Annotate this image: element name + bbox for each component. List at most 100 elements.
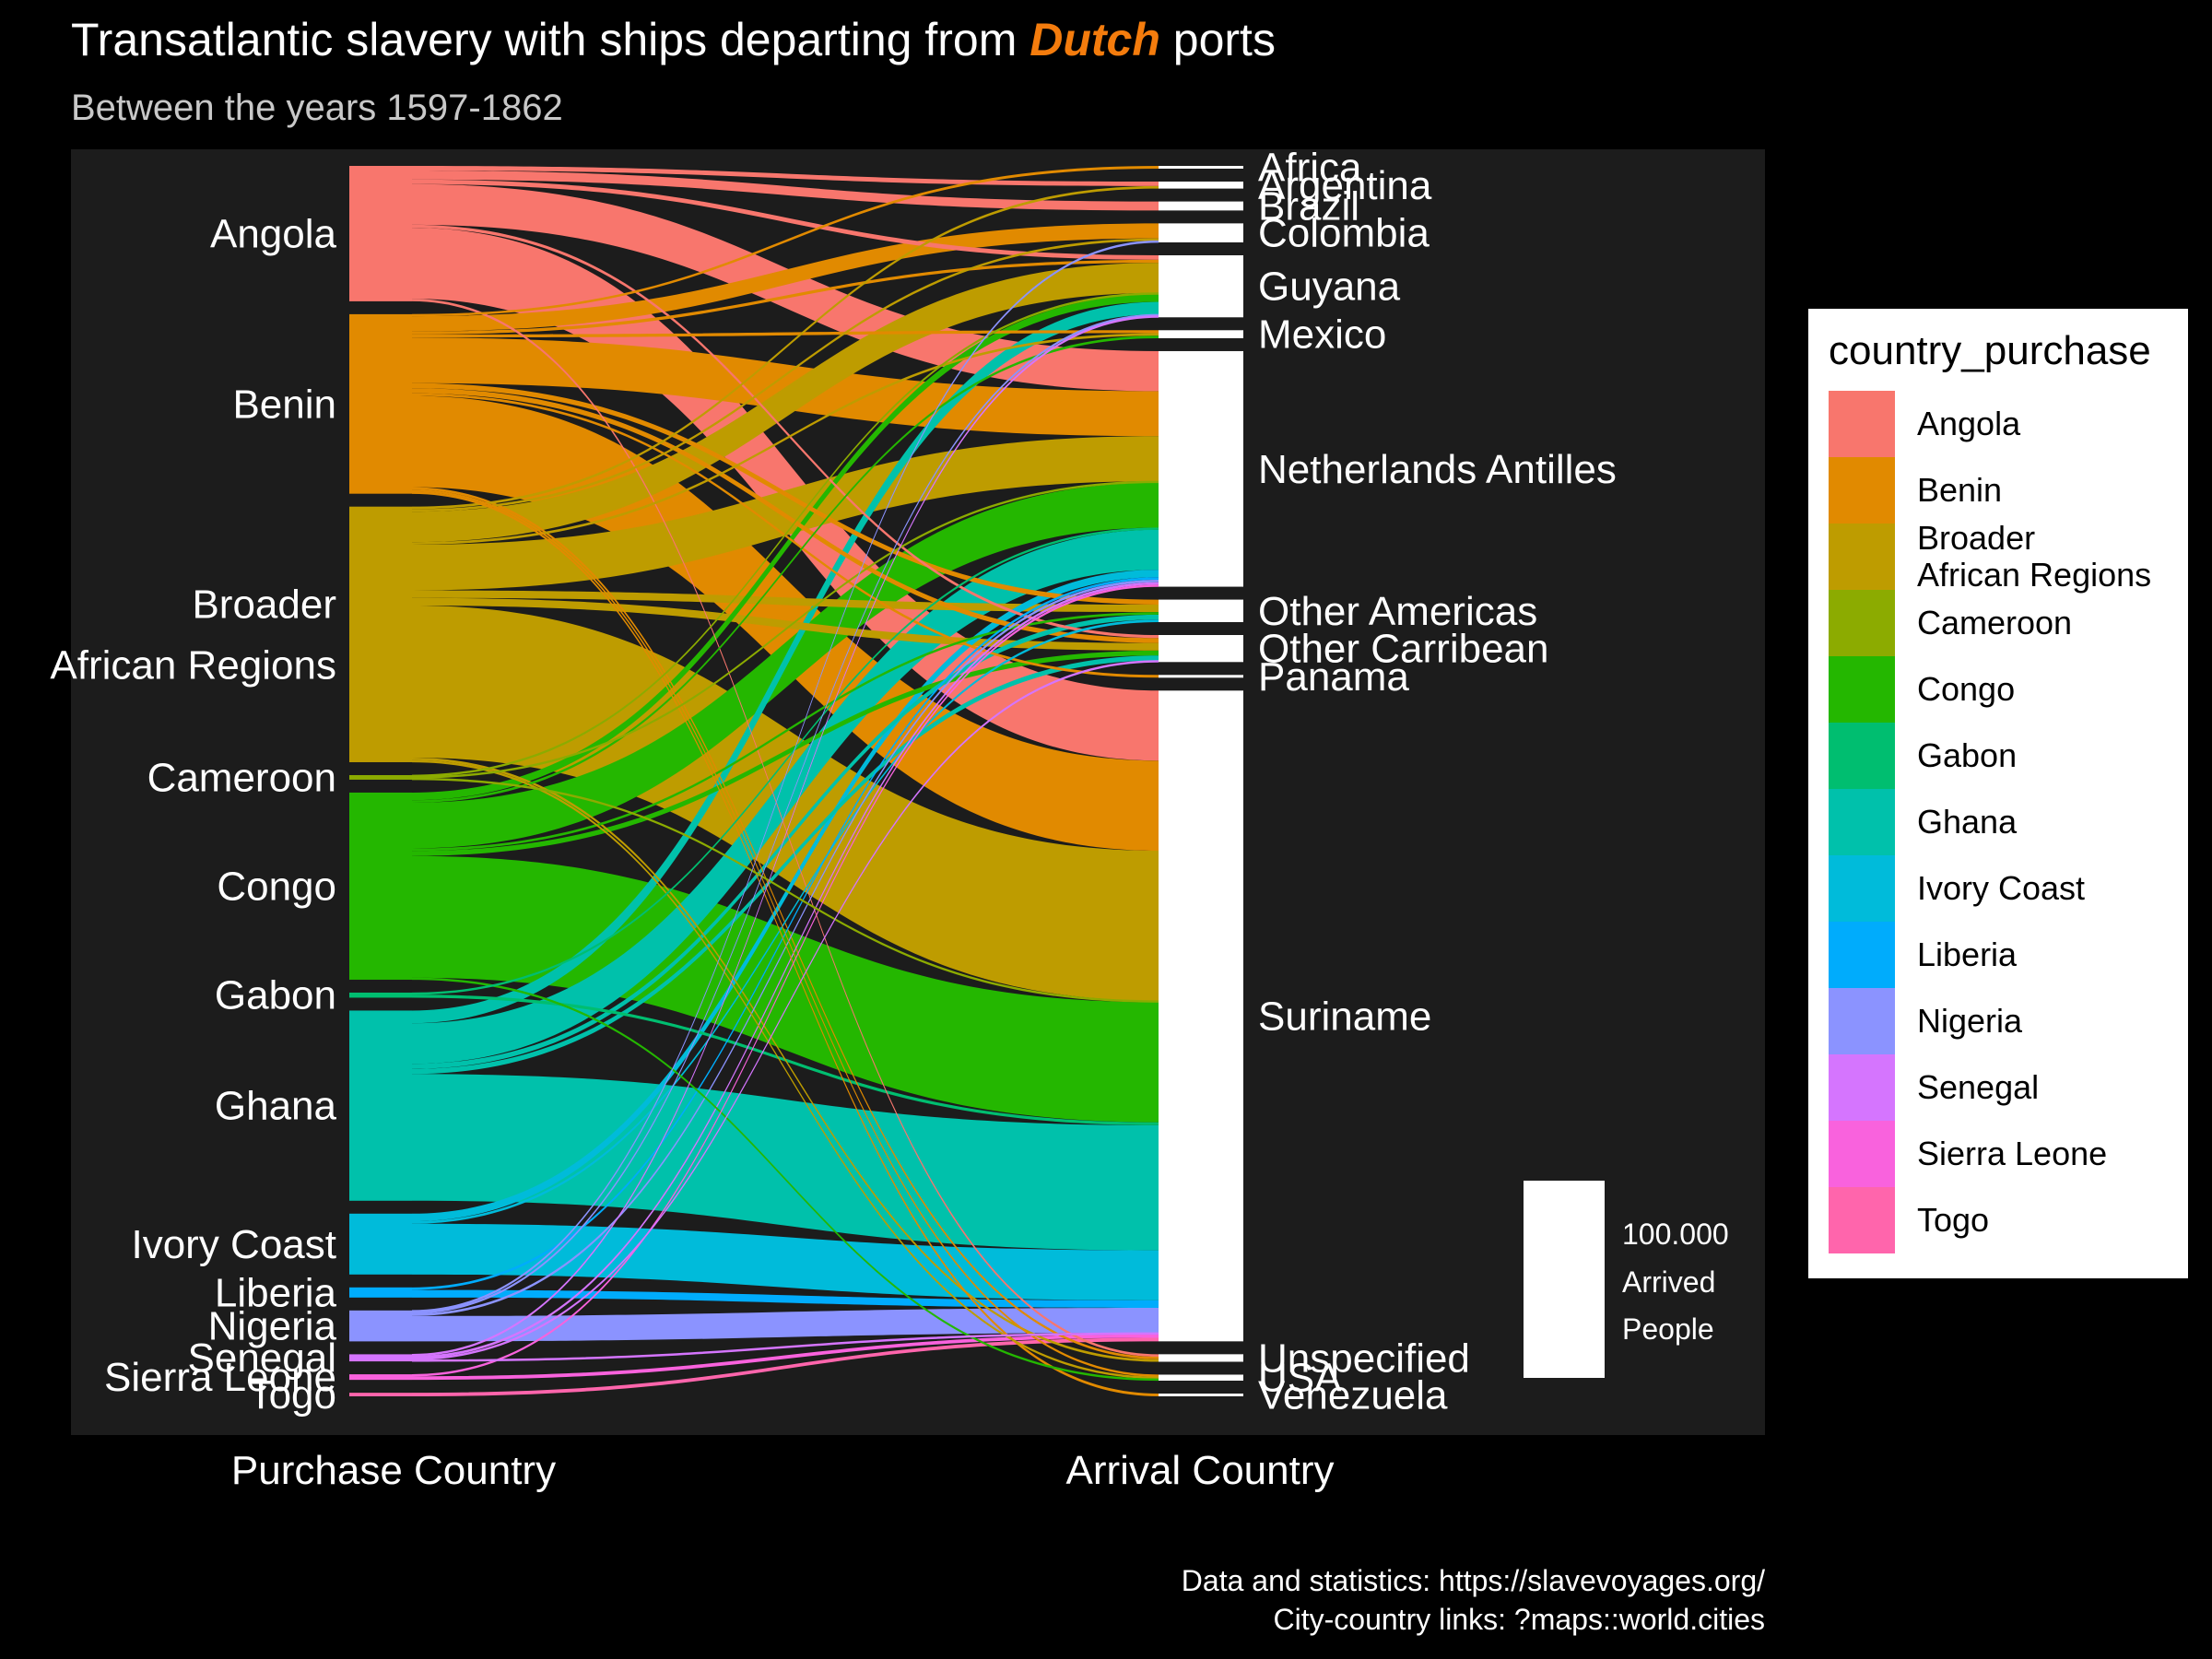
legend-label-line: Gabon [1917, 736, 2017, 774]
purchase-node-liberia [349, 1287, 412, 1298]
purchase-node-broader-african-regions [349, 506, 412, 762]
purchase-label-angola: Angola [210, 211, 337, 256]
legend-label-line: Ghana [1917, 803, 2018, 841]
legend-label-line: Togo [1917, 1201, 1989, 1239]
flow-benin-to-venezuela [412, 491, 1159, 1396]
legend-label-benin: Benin [1917, 471, 2002, 509]
arrival-label-other-americas: Other Americas [1258, 589, 1537, 634]
arrival-label-netherlands-antilles: Netherlands Antilles [1258, 447, 1617, 492]
flows-layer [412, 166, 1159, 1396]
purchase-label-line: Sierra Leone [104, 1355, 336, 1400]
labels-layer: Angola Benin Broader African Regions Cameroo… [50, 146, 1617, 1418]
arrival-node-mexico [1159, 330, 1243, 338]
flow-togo-to-suriname [412, 1337, 1159, 1396]
arrival-node-argentina [1159, 182, 1243, 189]
arrival-node-other-americas [1159, 599, 1243, 622]
purchase-label-line: Gabon [215, 973, 336, 1018]
nodes-layer [349, 166, 1243, 1396]
purchase-label-line: African Regions [50, 642, 336, 688]
arrival-label-other-carribean: Other Carribean [1258, 627, 1548, 672]
legend-label-cameroon: Cameroon [1917, 604, 2072, 641]
purchase-label-broader-african-regions: Broader African Regions [50, 582, 336, 688]
chart-title: Transatlantic slavery with ships departi… [71, 14, 1276, 65]
purchase-node-ghana [349, 1010, 412, 1201]
title-prefix: Transatlantic slavery with ships departi… [71, 14, 1030, 65]
flow-benin-to-guyana [412, 259, 1159, 335]
arrival-label-africa: Africa [1258, 146, 1362, 191]
legend-swatch-congo [1829, 656, 1895, 723]
flow-benin-to-mexico [412, 330, 1159, 338]
flow-liberia-to-suriname [412, 1289, 1159, 1308]
flow-congo-to-mexico [412, 335, 1159, 803]
x-axis-label-purchase: Purchase Country [231, 1448, 556, 1493]
purchase-node-ivory-coast [349, 1213, 412, 1275]
arrival-node-brazil [1159, 201, 1243, 211]
flow-ghana-to-guyana [412, 301, 1159, 1024]
flow-angola-to-argentina [412, 166, 1159, 186]
purchase-node-senegal [349, 1354, 412, 1362]
arrival-label-mexico: Mexico [1258, 312, 1386, 358]
flow-nigeria-to-guyana [412, 313, 1159, 1314]
purchase-label-line: Cameroon [147, 755, 336, 800]
legend-label-broader-african-regions: Broader African Regions [1917, 519, 2151, 594]
arrival-node-panama [1159, 675, 1243, 678]
legend-label-line: Sierra Leone [1917, 1135, 2107, 1172]
arrival-label-colombia: Colombia [1258, 211, 1430, 256]
arrival-label-panama: Panama [1258, 654, 1409, 700]
flow-benin-to-netherlands-antilles [412, 337, 1159, 437]
legend-swatch-ivory-coast [1829, 855, 1895, 922]
flow-broader-african-regions-to-other-carribean [412, 597, 1159, 651]
color-legend: country_purchase Angola Benin Broader Afric… [1808, 309, 2188, 1278]
arrival-node-suriname [1159, 690, 1243, 1342]
purchase-node-nigeria [349, 1310, 412, 1342]
flow-broader-african-regions-to-unspecified [412, 758, 1159, 1362]
flow-ivory-coast-to-other-americas [412, 619, 1159, 1224]
purchase-label-nigeria: Nigeria [208, 1304, 337, 1349]
arrival-label-brazil: Brazil [1258, 183, 1359, 229]
flow-ivory-coast-to-netherlands-antilles [412, 570, 1159, 1222]
purchase-label-line: Congo [217, 864, 336, 909]
purchase-label-line: Senegal [188, 1335, 336, 1381]
purchase-label-liberia: Liberia [215, 1270, 337, 1315]
flow-congo-to-suriname [412, 855, 1159, 1123]
scale-legend-unit-line2: People [1622, 1312, 1714, 1346]
flow-angola-to-other-carribean [412, 224, 1159, 639]
arrival-label-venezuela: Venezuela [1258, 1373, 1448, 1418]
flow-sierra-leone-to-suriname [412, 1334, 1159, 1381]
legend-label-line: African Regions [1917, 556, 2151, 594]
purchase-label-line: Nigeria [208, 1304, 337, 1349]
arrival-node-usa [1159, 1374, 1243, 1381]
legend-swatch-benin [1829, 457, 1895, 524]
flow-cameroon-to-netherlands-antilles [412, 480, 1159, 779]
purchase-label-line: Benin [232, 382, 336, 427]
flow-broader-african-regions-to-other-americas [412, 590, 1159, 613]
title-suffix: ports [1160, 14, 1276, 65]
legend-label-senegal: Senegal [1917, 1068, 2039, 1106]
arrival-label-argentina: Argentina [1258, 163, 1432, 208]
legend-swatch-ghana [1829, 789, 1895, 855]
flow-congo-to-guyana [412, 294, 1159, 801]
purchase-label-benin: Benin [232, 382, 336, 427]
legend-swatch-angola [1829, 391, 1895, 457]
flow-benin-to-colombia [412, 223, 1159, 332]
arrival-label-suriname: Suriname [1258, 994, 1431, 1039]
title-highlight: Dutch [1030, 14, 1160, 65]
flow-senegal-to-guyana [412, 315, 1159, 1357]
legend-label-line: Senegal [1917, 1068, 2039, 1106]
caption-line2: City-country links: ?maps::world.cities [1274, 1603, 1765, 1636]
purchase-label-line: Liberia [215, 1270, 337, 1315]
flow-angola-to-brazil [412, 170, 1159, 211]
flow-benin-to-africa [412, 166, 1159, 317]
caption-line1: Data and statistics: https://slavevoyage… [1182, 1564, 1765, 1597]
purchase-label-ghana: Ghana [215, 1084, 337, 1129]
flow-senegal-to-suriname [412, 1332, 1159, 1362]
legend-label-nigeria: Nigeria [1917, 1002, 2023, 1040]
purchase-label-sierra-leone: Sierra Leone [104, 1355, 336, 1400]
flow-broader-african-regions-to-argentina [412, 185, 1159, 510]
legend-label-line: Nigeria [1917, 1002, 2023, 1040]
legend-swatch-gabon [1829, 723, 1895, 789]
flow-ghana-to-netherlands-antilles [412, 529, 1159, 1065]
legend-label-gabon: Gabon [1917, 736, 2017, 774]
arrival-node-netherlands-antilles [1159, 350, 1243, 587]
